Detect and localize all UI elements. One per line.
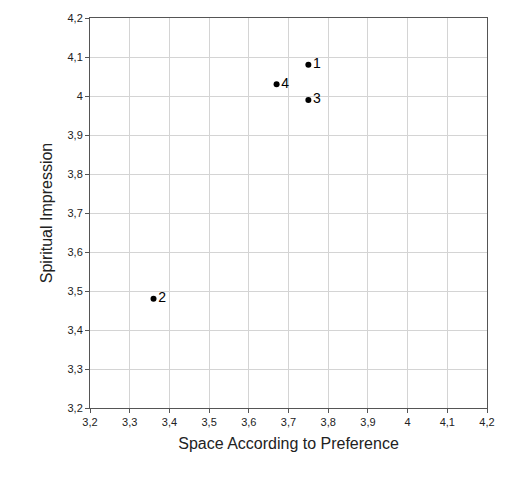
svg-text:3,9: 3,9: [68, 129, 83, 141]
svg-text:3,4: 3,4: [68, 324, 83, 336]
svg-text:3: 3: [313, 90, 321, 106]
svg-text:3,2: 3,2: [82, 416, 97, 428]
svg-text:3,4: 3,4: [162, 416, 177, 428]
svg-text:1: 1: [313, 55, 321, 71]
svg-text:4,1: 4,1: [68, 51, 83, 63]
svg-text:4,2: 4,2: [68, 12, 83, 24]
svg-text:3,3: 3,3: [68, 363, 83, 375]
svg-text:3,5: 3,5: [201, 416, 216, 428]
svg-text:3,9: 3,9: [360, 416, 375, 428]
svg-text:4: 4: [77, 90, 83, 102]
svg-text:4: 4: [281, 75, 289, 91]
svg-text:2: 2: [158, 289, 166, 305]
svg-text:3,6: 3,6: [241, 416, 256, 428]
svg-text:3,5: 3,5: [68, 285, 83, 297]
svg-text:3,3: 3,3: [122, 416, 137, 428]
svg-text:4,1: 4,1: [440, 416, 455, 428]
svg-text:3,6: 3,6: [68, 246, 83, 258]
svg-text:3,8: 3,8: [68, 168, 83, 180]
svg-text:3,7: 3,7: [68, 207, 83, 219]
svg-text:4,2: 4,2: [479, 416, 494, 428]
svg-text:Spiritual Impression: Spiritual Impression: [38, 143, 55, 284]
svg-text:Space According to Preference: Space According to Preference: [178, 435, 399, 452]
svg-text:3,2: 3,2: [68, 402, 83, 414]
svg-text:3,8: 3,8: [321, 416, 336, 428]
svg-text:4: 4: [405, 416, 411, 428]
svg-text:3,7: 3,7: [281, 416, 296, 428]
